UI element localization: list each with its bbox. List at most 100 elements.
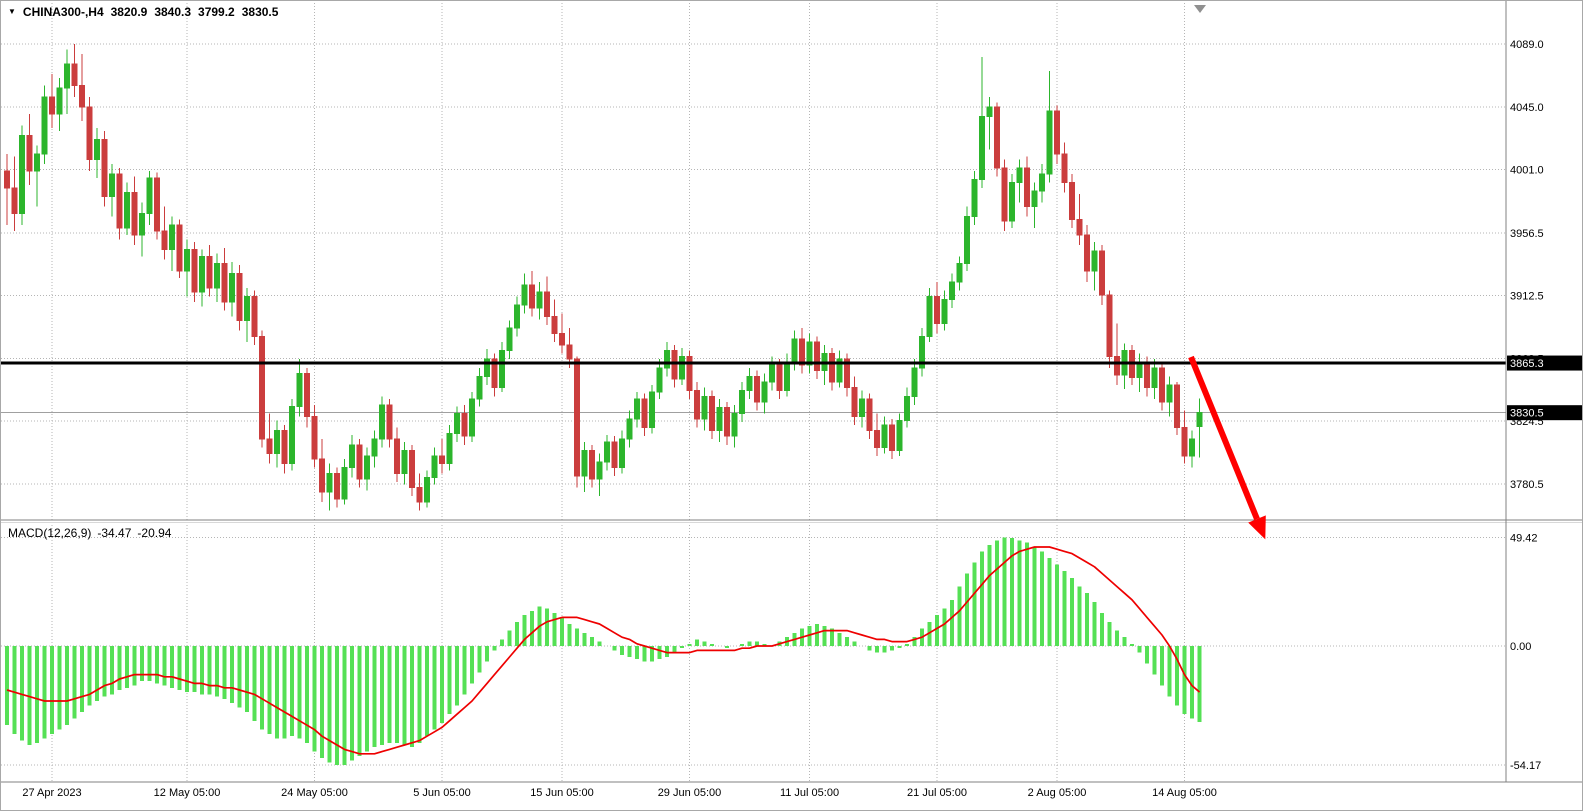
candle-body [446,432,453,464]
candle-body [214,263,220,289]
price-tick-label: 3956.5 [1510,228,1544,240]
candle-body [769,364,775,383]
candle-body [34,153,40,172]
bid-price-badge-text: 3830.5 [1510,408,1544,420]
candle-body [146,177,153,215]
candle-body [116,173,123,229]
candle-body [746,375,753,392]
candle-body [619,438,625,469]
candle-body [829,352,835,383]
candle-body [364,455,370,480]
date-tick-label[interactable]: 24 May 05:00 [281,787,348,799]
candle-body [101,139,108,198]
candle-body [634,398,640,420]
candle-body [551,315,558,335]
candle-body [124,191,130,229]
price-tick-label: 4089.0 [1510,39,1544,51]
bid-price-badge: 3830.5 [1507,405,1582,421]
candle-body [1031,190,1038,208]
candle-body [911,367,918,397]
candle-body [439,455,445,464]
scroll-end-marker-icon[interactable] [1194,5,1206,13]
candle-body [559,333,565,346]
candle-body [244,295,250,322]
candle-body [1144,361,1150,389]
candle-body [1174,384,1180,429]
candle-body [994,106,1000,169]
candle-body [1181,427,1188,457]
arrow-shaft [1188,355,1260,521]
candle-body [11,187,18,215]
date-tick-label[interactable]: 11 Jul 05:00 [780,787,839,799]
candle-body [964,216,970,265]
date-tick-label[interactable]: 14 Aug 05:00 [1152,787,1217,799]
candle-body [881,424,888,449]
down-arrow-annotation[interactable] [1188,355,1266,540]
candle-body [304,372,310,417]
candle-body [874,430,880,449]
candle-body [1099,250,1105,296]
candle-body [79,84,85,108]
candle-body [236,273,243,322]
candle-body [1106,294,1113,357]
candle-body [26,134,33,172]
date-tick-label[interactable]: 12 May 05:00 [154,787,221,799]
candle-body [799,338,805,366]
candle-body [319,458,325,493]
candle-body [814,341,820,372]
candle-body [409,449,415,489]
candle-body [154,177,160,232]
candle-body [1151,367,1158,389]
candle-body [4,170,10,189]
candle-body [919,335,925,369]
candle-body [724,407,730,437]
candle-body [514,304,520,329]
candle-body [281,430,288,464]
macd-tick-label: 0.00 [1510,641,1531,653]
date-tick-label[interactable]: 21 Jul 05:00 [907,787,967,799]
candle-body [139,213,145,236]
candle-body [671,350,678,380]
candle-body [589,449,595,480]
candle-body [259,335,265,440]
candle-body [41,96,48,155]
candle-body [656,367,663,393]
candle-body [49,96,55,115]
hline-price-badge-bg [1507,355,1582,371]
candle-body [401,449,408,474]
candles-group [4,44,1203,511]
candle-body [806,341,813,366]
candle-body [379,404,385,440]
candle-body [131,191,138,236]
candle-body [896,420,903,451]
candle-body [296,372,303,407]
date-tick-label[interactable]: 5 Jun 05:00 [413,787,471,799]
candle-body [1046,110,1053,175]
date-tick-label[interactable]: 15 Jun 05:00 [530,787,594,799]
candle-body [64,63,70,89]
candle-body [859,398,865,417]
candle-body [221,263,228,303]
candle-body [529,284,535,309]
candle-body [664,350,670,369]
candle-body [499,350,505,389]
candle-body [686,355,693,392]
candle-body [641,398,648,429]
candle-body [701,395,708,420]
candle-body [94,139,100,161]
date-tick-label[interactable]: 27 Apr 2023 [22,787,81,799]
candle-body [694,390,700,420]
candle-body [191,248,198,293]
candle-body [229,273,235,303]
date-tick-label[interactable]: 29 Jun 05:00 [658,787,722,799]
candle-body [979,116,985,180]
candle-body [56,87,63,115]
candle-body [866,398,873,432]
price-tick-label: 4001.0 [1510,165,1544,177]
date-tick-label[interactable]: 2 Aug 05:00 [1028,787,1087,799]
candle-body [394,438,400,474]
macd-signal-line [6,546,1201,755]
candle-body [956,263,963,283]
candle-body [851,387,858,417]
